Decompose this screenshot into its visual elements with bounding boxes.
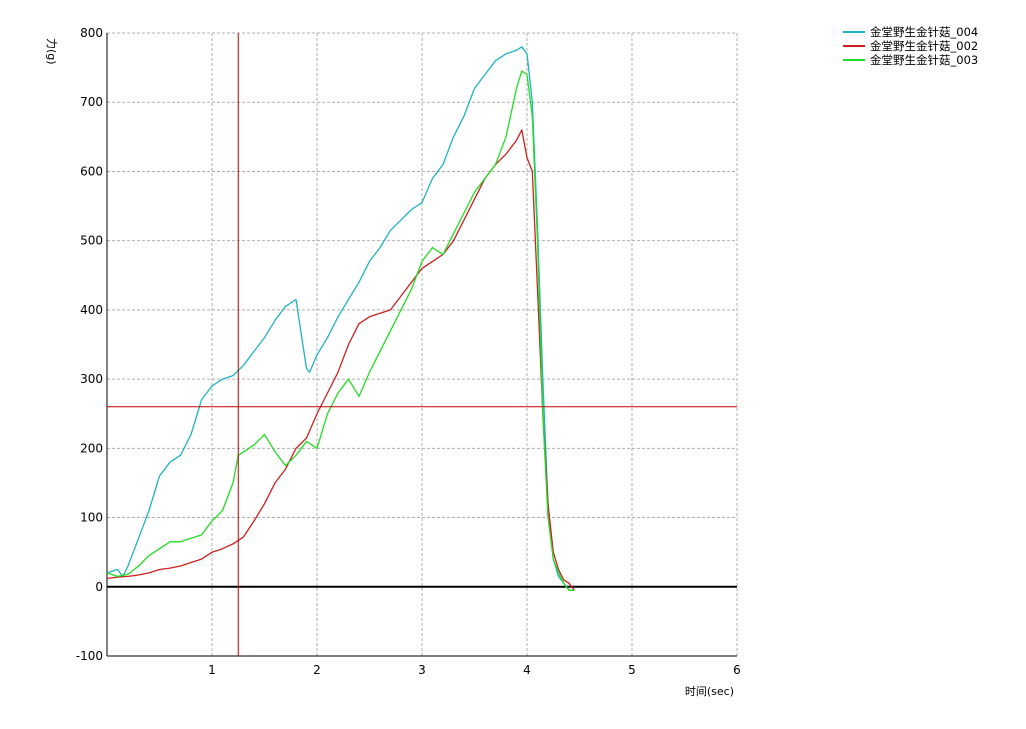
y-tick-label: 800 xyxy=(80,26,103,40)
axes xyxy=(106,33,737,657)
y-tick-label: 0 xyxy=(95,580,103,594)
y-tick-label: 600 xyxy=(80,164,103,178)
y-tick-label: 500 xyxy=(80,234,103,248)
legend-swatch xyxy=(843,59,865,61)
x-tick-label: 1 xyxy=(208,663,216,677)
y-tick-label: -100 xyxy=(76,649,103,663)
x-tick-label: 3 xyxy=(418,663,426,677)
x-axis-title: 时间(sec) xyxy=(685,685,734,698)
y-tick-label: 100 xyxy=(80,511,103,525)
legend-label: 金堂野生金针菇_004 xyxy=(870,25,979,39)
x-tick-label: 6 xyxy=(733,663,741,677)
y-tick-label: 300 xyxy=(80,372,103,386)
y-tick-label: 400 xyxy=(80,303,103,317)
series-line-2 xyxy=(106,129,575,591)
legend-label: 金堂野生金针菇_003 xyxy=(870,53,979,67)
y-tick-label: 200 xyxy=(80,441,103,455)
x-tick-label: 5 xyxy=(628,663,636,677)
legend-swatch xyxy=(843,31,865,33)
legend-item: 金堂野生金针菇_004 xyxy=(843,25,978,39)
cursor-lines xyxy=(107,33,737,656)
legend-swatch xyxy=(843,45,865,47)
legend-label: 金堂野生金针菇_002 xyxy=(870,39,979,53)
y-axis-title: 力(g) xyxy=(45,38,58,65)
legend: 金堂野生金针菇_004 金堂野生金针菇_002 金堂野生金针菇_003 xyxy=(843,25,978,67)
grid-lines xyxy=(107,32,738,656)
legend-item: 金堂野生金针菇_003 xyxy=(843,53,978,67)
x-tick-label: 2 xyxy=(313,663,321,677)
tick-labels: 1 2 3 4 5 6 800 700 600 500 400 300 200 100 0 -100 xyxy=(76,26,741,677)
series-line-1 xyxy=(106,46,575,591)
x-tick-label: 4 xyxy=(523,663,531,677)
legend-item: 金堂野生金针菇_002 xyxy=(843,39,978,53)
series-line-3 xyxy=(106,70,575,591)
series-lines xyxy=(106,46,575,591)
y-tick-label: 700 xyxy=(80,95,103,109)
